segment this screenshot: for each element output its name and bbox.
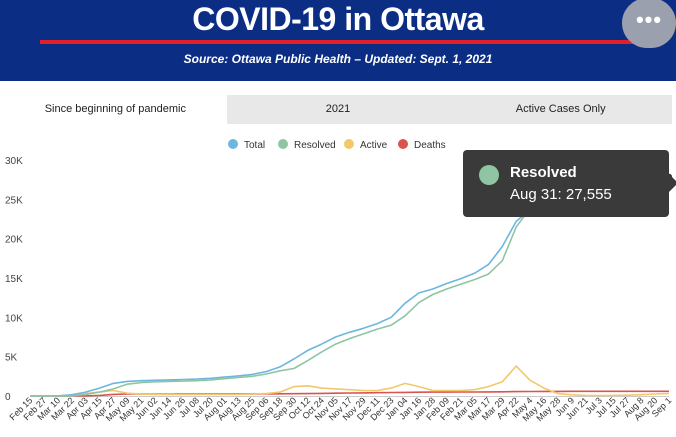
source-subtitle: Source: Ottawa Public Health – Updated: …: [183, 52, 493, 66]
title-underline: [40, 40, 636, 44]
legend-dot-icon: [228, 139, 238, 149]
y-tick-label: 20K: [5, 235, 23, 246]
legend-item-active[interactable]: Active: [344, 139, 387, 153]
data-tooltip: Resolved Aug 31: 27,555: [463, 150, 676, 217]
tab-2021[interactable]: 2021: [325, 103, 351, 115]
ellipsis-icon: •••: [635, 7, 663, 32]
header-bar: COVID-19 in Ottawa Source: Ottawa Public…: [0, 0, 676, 81]
chart-tabs: Since beginning of pandemic 2021 Active …: [4, 95, 672, 124]
tooltip-series-name: Resolved: [510, 164, 577, 181]
legend-item-deaths[interactable]: Deaths: [398, 139, 446, 153]
legend-label: Total: [244, 140, 266, 151]
page-title: COVID-19 in Ottawa: [192, 1, 484, 37]
legend-label: Deaths: [414, 140, 446, 151]
legend-dot-icon: [398, 139, 408, 149]
legend-item-total[interactable]: Total: [228, 139, 265, 153]
y-tick-label: 5K: [5, 353, 18, 364]
legend-label: Active: [360, 140, 388, 151]
legend-item-resolved[interactable]: Resolved: [278, 139, 336, 153]
legend-dot-icon: [278, 139, 288, 149]
chart-legend: Total Resolved Active Deaths: [0, 139, 676, 155]
tooltip-series-dot-icon: [479, 165, 499, 185]
y-tick-label: 30K: [5, 156, 23, 167]
legend-label: Resolved: [294, 140, 336, 151]
y-tick-label: 15K: [5, 274, 23, 285]
tab-active-cases-only[interactable]: Active Cases Only: [515, 103, 606, 115]
series-line-active: [30, 365, 670, 397]
tooltip-value: Aug 31: 27,555: [510, 186, 612, 203]
y-tick-label: 0: [5, 392, 11, 403]
y-tick-label: 25K: [5, 195, 23, 206]
legend-dot-icon: [344, 139, 354, 149]
tab-since-beginning[interactable]: Since beginning of pandemic: [4, 95, 227, 124]
y-tick-label: 10K: [5, 313, 23, 324]
more-options-button[interactable]: •••: [622, 0, 676, 48]
